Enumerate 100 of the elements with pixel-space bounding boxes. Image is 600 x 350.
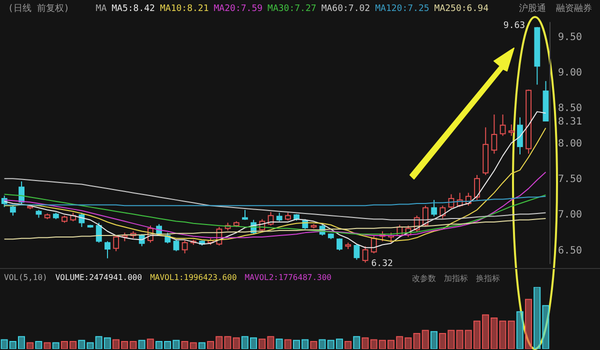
bar bbox=[430, 331, 438, 349]
bar bbox=[516, 311, 524, 349]
bar bbox=[250, 337, 258, 349]
bar bbox=[327, 340, 334, 349]
bar bbox=[482, 314, 490, 349]
bar bbox=[130, 341, 137, 349]
bar bbox=[508, 320, 515, 349]
bar bbox=[525, 298, 532, 349]
bar bbox=[26, 342, 34, 349]
bar bbox=[464, 330, 472, 349]
bar bbox=[456, 330, 464, 349]
bar bbox=[499, 320, 506, 349]
y-tick-label: 7.50 bbox=[558, 174, 582, 186]
bar bbox=[121, 341, 128, 349]
bar bbox=[404, 337, 412, 349]
bar bbox=[52, 342, 60, 349]
text: 改参数 bbox=[412, 273, 436, 284]
bar bbox=[190, 342, 197, 349]
bar bbox=[216, 336, 223, 349]
bar bbox=[224, 336, 232, 349]
bar bbox=[310, 341, 318, 349]
text: (日线 前复权) bbox=[8, 2, 70, 15]
bar bbox=[284, 339, 292, 349]
y-tick-label: 6.50 bbox=[558, 245, 582, 256]
bar bbox=[336, 338, 343, 349]
bar bbox=[112, 339, 120, 349]
bar bbox=[439, 333, 446, 349]
text: VOL(5,10) bbox=[4, 273, 48, 282]
bar bbox=[258, 338, 266, 349]
bar bbox=[104, 337, 111, 349]
candlestick bbox=[113, 235, 120, 252]
bar bbox=[232, 337, 240, 349]
bar bbox=[181, 341, 188, 349]
candlestick bbox=[336, 238, 342, 251]
text: MA60:7.02 bbox=[321, 4, 370, 14]
bar bbox=[86, 342, 94, 349]
candlestick bbox=[138, 234, 145, 247]
bar bbox=[302, 339, 309, 349]
candlestick bbox=[96, 222, 102, 244]
text: MA120:7.25 bbox=[375, 4, 430, 14]
candlestick bbox=[474, 174, 480, 200]
candlestick bbox=[10, 205, 16, 216]
text: MA30:7.27 bbox=[268, 4, 316, 14]
bar bbox=[0, 339, 8, 349]
candlestick bbox=[354, 244, 360, 260]
bar bbox=[78, 340, 86, 349]
y-tick-label: 9.00 bbox=[558, 67, 582, 78]
candlestick bbox=[517, 116, 523, 155]
bar bbox=[138, 340, 146, 349]
candlestick bbox=[173, 239, 180, 252]
bar bbox=[198, 342, 206, 349]
bar bbox=[413, 333, 420, 349]
candlestick bbox=[182, 240, 188, 254]
bar bbox=[18, 336, 25, 349]
bar bbox=[44, 342, 51, 349]
candlestick bbox=[242, 209, 248, 220]
text: MAVOL2:1776487.300 bbox=[244, 273, 332, 282]
bar bbox=[267, 336, 274, 349]
candlestick bbox=[431, 199, 437, 217]
bar bbox=[388, 340, 395, 349]
bar bbox=[490, 318, 498, 349]
bar bbox=[9, 341, 16, 349]
y-tick-label: 7.00 bbox=[558, 210, 582, 221]
bar bbox=[95, 336, 102, 349]
candlestick bbox=[104, 240, 110, 259]
bar bbox=[207, 341, 214, 349]
text: MA250:6.94 bbox=[434, 4, 488, 14]
text: 加指标 bbox=[444, 273, 468, 284]
y-tick-label: 8.31 bbox=[558, 116, 582, 128]
bar bbox=[353, 336, 360, 349]
bar bbox=[422, 330, 429, 349]
bar bbox=[146, 338, 154, 349]
text: MA10:8.21 bbox=[160, 4, 209, 14]
y-tick-label: 8.00 bbox=[558, 138, 582, 150]
text: 换指标 bbox=[476, 273, 500, 284]
bar bbox=[60, 341, 68, 349]
bar bbox=[542, 305, 550, 349]
text: VOLUME:2474941.000 bbox=[55, 273, 142, 282]
bar bbox=[172, 340, 180, 349]
bar bbox=[534, 287, 541, 349]
bar bbox=[35, 341, 42, 349]
bar bbox=[155, 341, 162, 349]
bar bbox=[241, 336, 248, 349]
bar bbox=[370, 339, 378, 349]
bar bbox=[70, 341, 77, 349]
text: 融资融券 bbox=[556, 2, 592, 15]
annotation: 9.63 bbox=[502, 20, 526, 31]
text: MA5:8.42 bbox=[112, 4, 155, 14]
bar bbox=[164, 341, 172, 349]
bar bbox=[318, 339, 326, 349]
candlestick bbox=[508, 124, 514, 136]
bar bbox=[473, 320, 480, 349]
bar bbox=[448, 330, 455, 349]
bar bbox=[378, 340, 386, 349]
candlestick bbox=[491, 114, 498, 154]
y-tick-label: 9.50 bbox=[558, 32, 582, 43]
bar bbox=[396, 336, 404, 349]
text: 沪股通 bbox=[519, 2, 546, 15]
legend-title: MA bbox=[96, 4, 107, 14]
line-series bbox=[4, 178, 546, 220]
